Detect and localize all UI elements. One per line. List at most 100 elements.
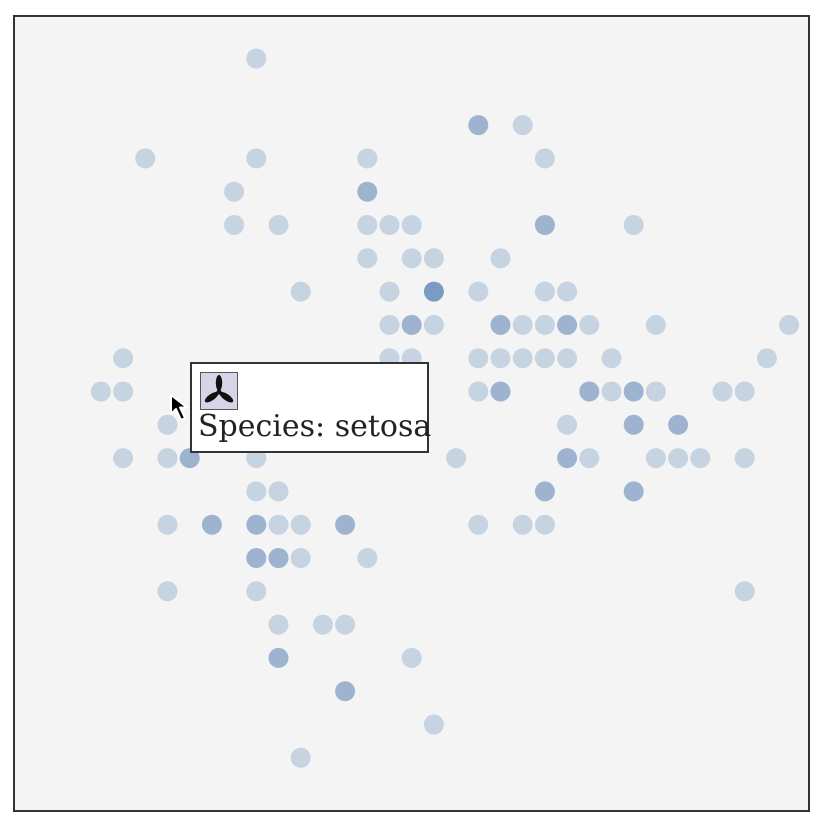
data-point[interactable] [579, 448, 600, 469]
data-point[interactable] [645, 448, 666, 469]
data-point[interactable] [534, 148, 555, 169]
data-point[interactable] [601, 348, 622, 369]
data-point[interactable] [601, 381, 622, 402]
data-point[interactable] [357, 181, 378, 202]
data-point[interactable] [423, 281, 444, 302]
data-point[interactable] [290, 514, 311, 535]
data-point[interactable] [557, 414, 578, 435]
data-point[interactable] [246, 548, 267, 568]
data-point[interactable] [645, 314, 666, 335]
data-point[interactable] [779, 314, 800, 335]
data-point[interactable] [668, 448, 689, 469]
data-point[interactable] [490, 314, 511, 335]
data-point[interactable] [534, 314, 555, 335]
data-point[interactable] [312, 614, 333, 635]
data-point[interactable] [379, 314, 400, 335]
data-point[interactable] [512, 115, 533, 136]
data-point[interactable] [357, 215, 378, 235]
data-point[interactable] [401, 314, 422, 335]
data-point[interactable] [113, 348, 134, 369]
data-point[interactable] [468, 115, 489, 136]
data-point[interactable] [268, 614, 289, 635]
data-point[interactable] [357, 548, 378, 568]
data-point[interactable] [645, 381, 666, 402]
data-point[interactable] [357, 248, 378, 269]
data-point[interactable] [579, 314, 600, 335]
data-point[interactable] [335, 514, 356, 535]
data-point[interactable] [290, 281, 311, 302]
data-point[interactable] [423, 714, 444, 735]
data-point[interactable] [423, 248, 444, 269]
data-point[interactable] [490, 348, 511, 369]
data-point[interactable] [268, 548, 289, 568]
data-point[interactable] [468, 514, 489, 535]
data-point[interactable] [623, 381, 644, 402]
data-point[interactable] [268, 514, 289, 535]
scatter-plot [90, 48, 800, 768]
data-point[interactable] [157, 414, 178, 435]
data-point[interactable] [534, 281, 555, 302]
data-point[interactable] [712, 381, 733, 402]
data-point[interactable] [490, 248, 511, 269]
data-point[interactable] [734, 448, 755, 469]
data-point[interactable] [534, 215, 555, 235]
data-point[interactable] [335, 681, 356, 702]
data-point[interactable] [268, 647, 289, 668]
data-point[interactable] [534, 514, 555, 535]
data-point[interactable] [557, 281, 578, 302]
data-point[interactable] [246, 514, 267, 535]
data-point[interactable] [512, 348, 533, 369]
data-point[interactable] [423, 314, 444, 335]
data-point[interactable] [290, 548, 311, 568]
data-point[interactable] [157, 448, 178, 469]
data-point[interactable] [623, 414, 644, 435]
data-point[interactable] [668, 414, 689, 435]
data-point[interactable] [534, 348, 555, 369]
data-point[interactable] [756, 348, 777, 369]
data-point[interactable] [557, 348, 578, 369]
data-point[interactable] [335, 614, 356, 635]
data-point[interactable] [468, 281, 489, 302]
data-point[interactable] [401, 248, 422, 269]
data-point[interactable] [734, 581, 755, 602]
data-point[interactable] [534, 481, 555, 502]
data-point[interactable] [224, 215, 245, 235]
data-point[interactable] [246, 48, 267, 69]
data-point[interactable] [468, 381, 489, 402]
data-point[interactable] [623, 481, 644, 502]
tooltip-text: Species: setosa [198, 409, 432, 444]
data-point[interactable] [401, 215, 422, 235]
data-point[interactable] [246, 481, 267, 502]
data-point[interactable] [579, 381, 600, 402]
data-point[interactable] [379, 215, 400, 235]
data-point[interactable] [290, 747, 311, 768]
data-point[interactable] [246, 581, 267, 602]
data-point[interactable] [557, 448, 578, 469]
data-point[interactable] [379, 281, 400, 302]
data-point[interactable] [268, 215, 289, 235]
data-point[interactable] [446, 448, 467, 469]
data-point[interactable] [179, 448, 200, 469]
data-point[interactable] [468, 348, 489, 369]
data-point[interactable] [512, 314, 533, 335]
data-point[interactable] [268, 481, 289, 502]
data-point[interactable] [490, 381, 511, 402]
data-point[interactable] [90, 381, 111, 402]
data-point[interactable] [401, 647, 422, 668]
data-point[interactable] [224, 181, 245, 202]
data-point[interactable] [734, 381, 755, 402]
data-point[interactable] [246, 448, 267, 469]
data-point[interactable] [201, 514, 222, 535]
data-point[interactable] [623, 215, 644, 235]
data-point[interactable] [157, 581, 178, 602]
data-point[interactable] [135, 148, 156, 169]
data-point[interactable] [157, 514, 178, 535]
data-point[interactable] [690, 448, 711, 469]
tooltip: Species: setosa [190, 362, 432, 453]
data-point[interactable] [512, 514, 533, 535]
data-point[interactable] [246, 148, 267, 169]
data-point[interactable] [113, 448, 134, 469]
data-point[interactable] [557, 314, 578, 335]
data-point[interactable] [113, 381, 134, 402]
data-point[interactable] [357, 148, 378, 169]
